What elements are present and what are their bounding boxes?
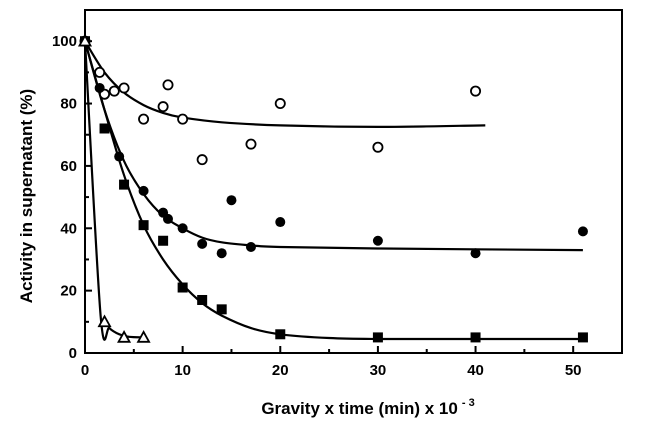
point-open-triangle xyxy=(77,33,93,47)
point-open-circle xyxy=(245,138,257,150)
y-tick-label: 100 xyxy=(52,33,77,50)
point-open-circle xyxy=(274,98,286,110)
point-filled-square xyxy=(470,332,481,343)
fit-curve-filled-square xyxy=(83,40,583,341)
x-tick-label: 40 xyxy=(467,362,484,379)
x-tick-label: 50 xyxy=(565,362,582,379)
point-open-circle xyxy=(196,154,208,166)
point-filled-square xyxy=(119,179,130,190)
point-filled-circle xyxy=(177,223,188,234)
point-open-triangle xyxy=(136,330,151,343)
point-filled-circle xyxy=(470,248,481,259)
point-filled-circle xyxy=(138,185,149,196)
point-filled-circle xyxy=(114,151,125,162)
x-tick-label: 30 xyxy=(370,362,387,379)
y-tick-label: 80 xyxy=(60,96,77,113)
fit-curves xyxy=(83,40,583,341)
point-filled-circle xyxy=(94,82,105,93)
x-axis-title-exponent: - 3 xyxy=(462,397,475,409)
point-open-circle xyxy=(138,113,150,125)
point-filled-circle xyxy=(577,226,588,237)
y-tick-label: 0 xyxy=(69,345,77,362)
point-open-circle xyxy=(157,101,169,113)
x-tick-label: 0 xyxy=(81,362,89,379)
x-tick-label: 20 xyxy=(272,362,289,379)
y-axis: 0 20 40 60 80 100 xyxy=(52,33,92,362)
fit-curve-open-triangle xyxy=(83,41,144,341)
x-axis-title: Gravity x time (min) x 10 - 3 xyxy=(261,397,474,418)
point-filled-square xyxy=(275,329,286,340)
point-filled-square xyxy=(577,332,588,343)
point-filled-square xyxy=(372,332,383,343)
y-tick-label: 60 xyxy=(60,158,77,175)
plot-border xyxy=(84,9,623,354)
point-open-circle xyxy=(372,141,384,153)
point-open-circle xyxy=(118,82,130,94)
point-filled-square xyxy=(158,235,169,246)
point-open-triangle xyxy=(97,314,112,328)
point-open-circle xyxy=(94,66,106,78)
point-filled-circle xyxy=(372,235,383,246)
fit-curve-filled-circle xyxy=(83,40,583,252)
point-filled-circle xyxy=(197,238,208,249)
y-axis-title: Activity in supernatant (%) xyxy=(17,89,36,303)
point-open-circle xyxy=(162,79,174,91)
point-filled-square xyxy=(177,282,188,293)
point-filled-square xyxy=(138,220,149,231)
point-filled-circle xyxy=(245,241,256,252)
point-open-circle xyxy=(108,85,120,97)
plot-frame xyxy=(84,9,623,354)
y-tick-label: 40 xyxy=(60,220,77,237)
data-markers xyxy=(77,33,588,343)
point-filled-circle xyxy=(275,217,286,228)
point-open-circle xyxy=(177,113,189,125)
x-tick-label: 10 xyxy=(174,362,191,379)
point-filled-square xyxy=(99,123,110,134)
point-filled-square xyxy=(197,294,208,305)
x-axis: 0 10 20 30 40 50 xyxy=(81,346,582,379)
point-filled-circle xyxy=(226,195,237,206)
point-open-triangle xyxy=(117,330,132,343)
point-filled-circle xyxy=(216,248,227,259)
point-filled-square xyxy=(216,304,227,315)
y-tick-label: 20 xyxy=(60,283,77,300)
point-filled-circle xyxy=(162,213,173,224)
x-axis-title-main: Gravity x time (min) x 10 xyxy=(261,399,458,418)
point-open-circle xyxy=(470,85,482,97)
